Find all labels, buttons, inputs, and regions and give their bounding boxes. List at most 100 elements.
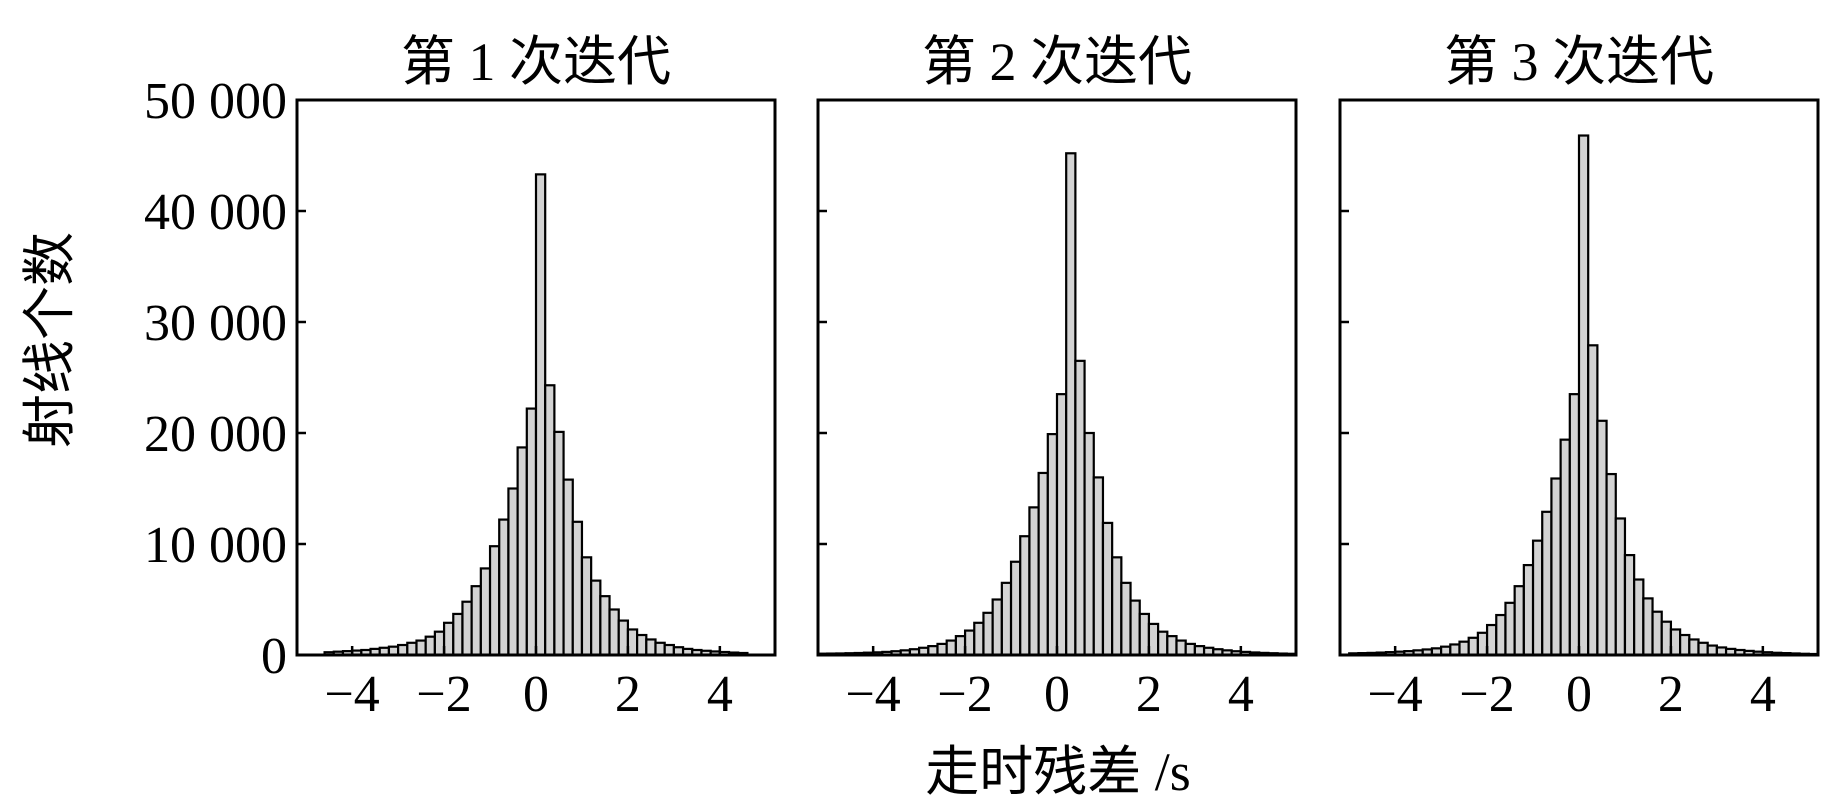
histogram-bar (1559, 438, 1571, 657)
histogram-bar (636, 633, 648, 657)
histogram-bar (1605, 472, 1617, 657)
histogram-bar (1037, 471, 1049, 657)
histogram-bar (461, 600, 473, 657)
histogram-bar (982, 611, 994, 657)
histogram-bar (1495, 613, 1507, 657)
histogram-bar (945, 639, 957, 657)
histogram-bar (442, 621, 455, 657)
histogram-bar (1476, 631, 1489, 657)
x-tick-label: 2 (1136, 666, 1162, 723)
histogram-bar (1614, 517, 1627, 657)
histogram-bar (963, 629, 976, 657)
histogram-panel-2: −4 −2 0 2 4 第 2 次迭代 (816, 32, 1298, 723)
x-tick-label: 0 (1566, 666, 1592, 723)
histogram-bar (1697, 641, 1709, 657)
y-tick-label: 0 (261, 628, 287, 685)
histogram-bar (1633, 578, 1645, 657)
y-tick-label: 20 000 (144, 406, 287, 463)
histogram-bar (590, 579, 602, 657)
x-tick-label: −2 (1459, 666, 1514, 723)
histogram-bar (1587, 344, 1599, 657)
histogram-bar (954, 635, 967, 657)
histogram-bar (1679, 633, 1691, 657)
x-tick-label: 2 (1658, 666, 1684, 723)
histogram-bar (433, 630, 446, 657)
histogram-bar (525, 407, 538, 657)
panel-title: 第 3 次迭代 (1444, 32, 1714, 92)
histogram-bar (1175, 639, 1187, 657)
histogram-bar (1065, 152, 1077, 657)
histogram-bar (1046, 433, 1059, 657)
x-tick-label: −4 (324, 666, 379, 723)
panel-title: 第 1 次迭代 (401, 32, 671, 92)
y-axis-label: 射线个数 (20, 232, 80, 448)
histogram-bar (1550, 477, 1562, 657)
histogram-bar (406, 641, 418, 657)
x-tick-label: −2 (937, 666, 992, 723)
x-tick-label: −4 (845, 666, 900, 723)
histogram-bar (991, 598, 1003, 657)
histogram-bar (1642, 597, 1654, 657)
x-tick-label: −2 (416, 666, 471, 723)
histogram-bar (1623, 553, 1636, 657)
histogram-bar (1660, 620, 1673, 657)
histogram-bar (1688, 638, 1700, 657)
histogram-bar (571, 520, 584, 657)
histogram-bar (1166, 635, 1178, 657)
histogram-bar (1485, 623, 1498, 657)
histogram-bar (507, 487, 519, 657)
x-axis-label: 走时残差 /s (925, 742, 1191, 802)
histogram-bar (1000, 581, 1013, 657)
histogram-bar (1120, 581, 1132, 657)
histogram-bar (1449, 643, 1461, 657)
histogram-bar (1028, 506, 1040, 657)
histogram-bar (1092, 476, 1105, 657)
x-tick-label: −4 (1367, 666, 1422, 723)
histogram-bar (1504, 601, 1516, 657)
histogram-bar (516, 446, 528, 657)
histogram-bar (1651, 610, 1663, 657)
histogram-bar (452, 612, 464, 657)
histogram-bar (1596, 419, 1608, 657)
histogram-bar (1669, 628, 1682, 657)
histogram-bar (498, 518, 510, 657)
y-tick-label: 10 000 (144, 517, 287, 574)
histogram-bar (1522, 563, 1535, 657)
histogram-bar (1513, 585, 1525, 657)
x-tick-label: 2 (615, 666, 641, 723)
panel-title: 第 2 次迭代 (922, 32, 1192, 92)
histogram-bar (1074, 359, 1086, 657)
histogram-bar (645, 638, 657, 657)
histogram-bar (1467, 636, 1479, 657)
y-tick-label: 50 000 (144, 73, 287, 130)
histogram-panel-1: 0 10 000 20 000 30 000 40 000 50 000 −4 −2 0 2 4 第 … (144, 32, 777, 723)
x-tick-label: 0 (1044, 666, 1070, 723)
histogram-bar (488, 545, 501, 657)
histogram-bar (1184, 642, 1196, 657)
histogram-bar (1129, 599, 1141, 657)
histogram-bar (1541, 510, 1553, 657)
histogram-panel-3: −4 −2 0 2 4 第 3 次迭代 (1338, 32, 1820, 723)
histogram-bar (544, 384, 556, 657)
histogram-bar (1055, 393, 1068, 657)
histogram-bar (1458, 640, 1470, 657)
histogram-bar (1111, 556, 1123, 657)
histogram-bar (608, 608, 620, 657)
histogram-bar (1009, 560, 1022, 657)
histogram-bar (936, 642, 948, 657)
histogram-bar (1531, 539, 1544, 657)
histogram-bar (599, 595, 611, 657)
histogram-bar (415, 639, 427, 657)
histogram-bar (1101, 521, 1114, 657)
histogram-bar (1083, 431, 1095, 657)
histogram-bar (1157, 630, 1169, 657)
histogram-bar (580, 556, 593, 657)
y-tick-label: 40 000 (144, 184, 287, 241)
x-tick-label: 4 (707, 666, 733, 723)
histogram-bar (1019, 535, 1031, 657)
x-tick-label: 0 (523, 666, 549, 723)
histogram-bar (1577, 134, 1590, 657)
histogram-bar (424, 635, 436, 657)
histogram-bar (553, 430, 565, 657)
